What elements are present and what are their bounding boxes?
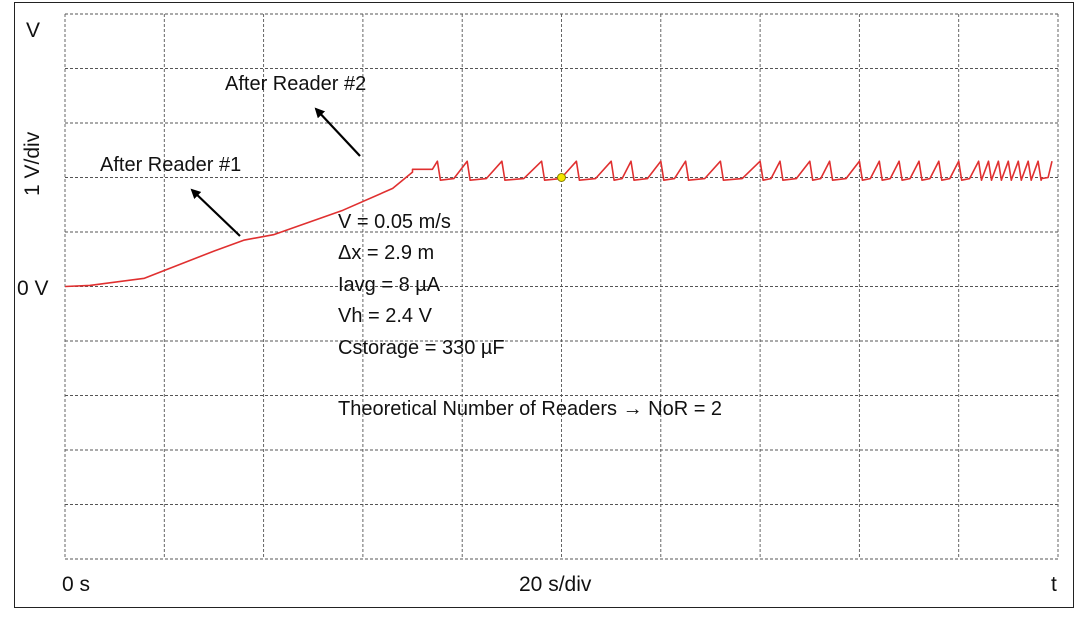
annotation-reader-1: After Reader #1 — [100, 154, 242, 176]
x-zero-label: 0 s — [62, 573, 91, 596]
arrow-reader-1 — [190, 188, 241, 237]
voltage-trace — [64, 160, 1053, 288]
info-nor: Theoretical Number of Readers → NoR = 2 — [338, 398, 723, 420]
y-zero-label: 0 V — [17, 277, 49, 300]
y-scale-label: 1 V/div — [21, 131, 44, 196]
info-current: Iavg = 8 µA — [338, 274, 441, 296]
annotation-arrows — [190, 107, 361, 237]
info-vh: Vh = 2.4 V — [338, 305, 432, 327]
trace-marker — [557, 173, 566, 182]
oscilloscope-frame — [14, 2, 1074, 608]
info-distance: Δx = 2.9 m — [338, 242, 435, 264]
info-cstorage: Cstorage = 330 µF — [338, 337, 505, 359]
x-scale-label: 20 s/div — [519, 573, 592, 596]
y-unit-label: V — [26, 19, 41, 42]
info-velocity: V = 0.05 m/s — [338, 211, 451, 233]
x-unit-label: t — [1051, 573, 1057, 596]
arrow-reader-2 — [314, 107, 361, 157]
grid — [64, 13, 1059, 560]
voltage-trace-line — [64, 160, 1053, 288]
annotation-reader-2: After Reader #2 — [225, 73, 367, 95]
